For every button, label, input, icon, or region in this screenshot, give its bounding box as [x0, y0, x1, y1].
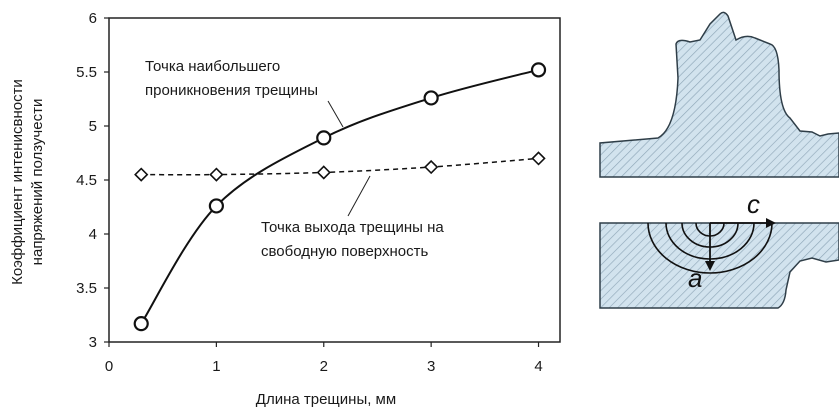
- x-tick-label: 3: [427, 358, 435, 375]
- series-2-point: [209, 167, 224, 182]
- crack-contour-1: [647, 222, 773, 274]
- y-axis-title-line-2: напряжений ползучести: [29, 99, 46, 266]
- crack-depth-label: a: [688, 263, 702, 293]
- x-tick-label: 1: [212, 358, 220, 375]
- series-2-point: [531, 151, 546, 166]
- x-axis-title: Длина трещины, мм: [256, 391, 396, 408]
- y-axis-ticks: 3 3.5 4 4.5 5 5.5 6: [76, 10, 109, 351]
- series-2-point: [316, 165, 331, 180]
- series-2-line: [141, 157, 539, 176]
- series-2-point: [424, 159, 439, 175]
- series-1-point: [530, 62, 547, 78]
- series-1-point: [423, 90, 439, 106]
- crack-depth-arrowhead: [705, 261, 715, 271]
- series-1-leader-line: [327, 100, 344, 128]
- crack-width-label: c: [747, 189, 760, 219]
- series-2-annotation-line-2: свободную поверхность: [261, 243, 428, 260]
- cross-section-diagram: c a: [599, 11, 839, 309]
- x-axis-ticks: 0 1 2 3 4: [105, 342, 543, 375]
- x-tick-label: 0: [105, 358, 113, 375]
- series-1-annotation-line-2: проникновения трещины: [145, 82, 318, 99]
- series-1-point: [316, 130, 332, 146]
- y-tick-label: 5: [89, 118, 97, 135]
- y-axis-title-line-1: Коэффициент интенисвности: [9, 79, 26, 285]
- marker-layer: [133, 62, 547, 332]
- series-2-leader-line: [347, 175, 371, 217]
- series-2-point: [134, 167, 149, 182]
- x-tick-label: 4: [534, 358, 542, 375]
- series-1-point: [208, 198, 224, 214]
- y-tick-label: 3: [89, 334, 97, 351]
- y-tick-label: 6: [89, 10, 97, 27]
- series-1-point: [133, 316, 149, 332]
- upper-section-shape: [599, 11, 839, 178]
- y-tick-label: 5.5: [76, 64, 97, 81]
- series-2-annotation-line-1: Точка выхода трещины на: [261, 219, 444, 236]
- x-tick-label: 2: [320, 358, 328, 375]
- y-tick-label: 4.5: [76, 172, 97, 189]
- series-layer: [140, 68, 539, 325]
- crack-width-arrowhead: [766, 218, 776, 228]
- y-tick-label: 3.5: [76, 280, 97, 297]
- series-1-line: [140, 68, 539, 325]
- lower-section-shape: [599, 222, 839, 309]
- creep-intensity-chart: 3 3.5 4 4.5 5 5.5 6 0 1 2 3 4 Коэффициент интенисв…: [9, 10, 561, 408]
- y-tick-label: 4: [89, 226, 97, 243]
- series-1-annotation-line-1: Точка наибольшего: [145, 58, 280, 75]
